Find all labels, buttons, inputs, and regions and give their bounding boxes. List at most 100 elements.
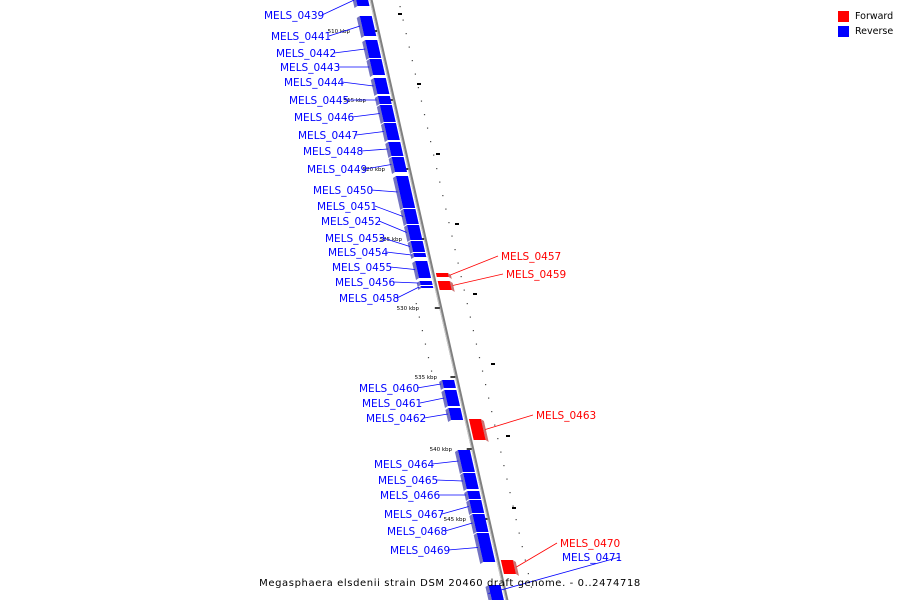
gene-label[interactable]: MELS_0467 (384, 509, 444, 521)
gene-features[interactable]: MELS_0439 MELS_0441 MELS_0442 MELS_0443 MELS… (264, 0, 622, 600)
gene-block[interactable] (420, 286, 434, 288)
gene-block[interactable] (388, 142, 404, 156)
gene-label[interactable]: MELS_0449 (307, 164, 367, 176)
gene-mels-0451[interactable]: MELS_0451 (317, 201, 419, 226)
gene-label[interactable]: MELS_0441 (271, 31, 331, 43)
gene-label[interactable]: MELS_0454 (328, 247, 388, 259)
gene-label[interactable]: MELS_0462 (366, 413, 426, 425)
gene-block[interactable] (403, 209, 419, 224)
gene-label[interactable]: MELS_0446 (294, 112, 354, 124)
gene-mels-0459[interactable]: MELS_0459 (437, 269, 566, 292)
gene-label[interactable]: MELS_0452 (321, 216, 381, 228)
gene-label[interactable]: MELS_0466 (380, 490, 440, 502)
gene-block[interactable] (488, 585, 504, 600)
gene-label[interactable]: MELS_0451 (317, 201, 377, 213)
gene-mels-0456[interactable]: MELS_0456 (335, 277, 433, 289)
gene-label[interactable]: MELS_0455 (332, 262, 392, 274)
gene-block[interactable] (391, 157, 408, 172)
gene-block[interactable] (437, 281, 452, 290)
gene-block[interactable] (419, 281, 433, 285)
gene-block[interactable] (476, 533, 496, 562)
gene-block[interactable] (467, 491, 482, 499)
gene-block[interactable] (359, 16, 377, 36)
gene-label[interactable]: MELS_0471 (562, 552, 622, 564)
gene-mels-0450[interactable]: MELS_0450 (313, 176, 416, 210)
gene-block[interactable] (379, 105, 396, 122)
gene-mels-0464[interactable]: MELS_0464 (374, 450, 475, 474)
gene-label[interactable]: MELS_0457 (501, 251, 561, 263)
gene-label[interactable]: MELS_0468 (387, 526, 447, 538)
gene-mels-0443[interactable]: MELS_0443 (280, 59, 386, 77)
gene-block[interactable] (373, 78, 390, 94)
gene-block[interactable] (435, 273, 449, 277)
gene-label[interactable]: MELS_0448 (303, 146, 363, 158)
gene-mels-0448[interactable]: MELS_0448 (303, 142, 404, 158)
gene-block[interactable] (448, 408, 464, 420)
gene-label[interactable]: MELS_0444 (284, 77, 344, 89)
gene-label[interactable]: MELS_0460 (359, 383, 419, 395)
gene-mels-0468[interactable]: MELS_0468 (387, 514, 489, 538)
gene-mels-0442[interactable]: MELS_0442 (276, 40, 382, 60)
gene-block[interactable] (468, 419, 486, 440)
gene-mels-0441[interactable]: MELS_0441 (271, 16, 377, 43)
gene-label[interactable]: MELS_0450 (313, 185, 373, 197)
gene-label[interactable]: MELS_0445 (289, 95, 349, 107)
gene-mels-0466[interactable]: MELS_0466 (380, 490, 482, 502)
gene-block[interactable] (415, 261, 432, 278)
gene-mels-0439[interactable]: MELS_0439 (264, 0, 370, 22)
gene-mels-0470[interactable]: MELS_0470 (500, 538, 620, 576)
gene-mels-0445[interactable]: MELS_0445 (289, 95, 392, 107)
gene-label[interactable]: MELS_0439 (264, 10, 324, 22)
gene-block[interactable] (395, 176, 416, 208)
gene-mels-0449[interactable]: MELS_0449 (307, 157, 408, 176)
gene-block[interactable] (407, 225, 423, 240)
gene-label[interactable]: MELS_0465 (378, 475, 438, 487)
gene-mels-0447[interactable]: MELS_0447 (298, 123, 400, 142)
gene-mels-0457[interactable]: MELS_0457 (435, 251, 561, 279)
gene-block[interactable] (377, 96, 392, 104)
gene-block[interactable] (500, 560, 516, 574)
gene-mels-0460[interactable]: MELS_0460 (359, 380, 456, 395)
gene-mels-0462[interactable]: MELS_0462 (366, 408, 464, 425)
gene-block[interactable] (469, 500, 485, 513)
gene-block[interactable] (442, 380, 456, 388)
gene-mels-0455[interactable]: MELS_0455 (332, 261, 432, 280)
gene-mels-0471[interactable]: MELS_0471 (485, 552, 622, 600)
track-dot (494, 424, 496, 426)
gene-label[interactable]: MELS_0469 (390, 545, 450, 557)
gene-label[interactable]: MELS_0456 (335, 277, 395, 289)
gene-label[interactable]: MELS_0458 (339, 293, 399, 305)
gene-mels-0446[interactable]: MELS_0446 (294, 105, 396, 124)
gene-label[interactable]: MELS_0447 (298, 130, 358, 142)
forward-track-dots (398, 6, 533, 588)
gene-mels-0458[interactable]: MELS_0458 (339, 286, 434, 305)
gene-mels-0454[interactable]: MELS_0454 (328, 247, 427, 259)
gene-block[interactable] (457, 450, 475, 472)
gene-block[interactable] (472, 514, 489, 532)
gene-block[interactable] (413, 253, 427, 257)
gene-block[interactable] (463, 473, 479, 489)
gene-block[interactable] (355, 0, 370, 6)
gene-label[interactable]: MELS_0443 (280, 62, 340, 74)
gene-label[interactable]: MELS_0463 (536, 410, 596, 422)
gene-mels-0453[interactable]: MELS_0453 (325, 233, 426, 254)
gene-block[interactable] (383, 123, 400, 140)
gene-mels-0444[interactable]: MELS_0444 (284, 77, 390, 96)
gene-mels-0469[interactable]: MELS_0469 (390, 533, 496, 564)
gene-label[interactable]: MELS_0461 (362, 398, 422, 410)
gene-mels-0467[interactable]: MELS_0467 (384, 500, 485, 521)
gene-block[interactable] (369, 59, 386, 75)
gene-block[interactable] (365, 40, 382, 58)
gene-block[interactable] (444, 390, 460, 406)
gene-mels-0465[interactable]: MELS_0465 (378, 473, 479, 491)
gene-label[interactable]: MELS_0464 (374, 459, 434, 471)
gene-label[interactable]: MELS_0453 (325, 233, 385, 245)
gene-mels-0463[interactable]: MELS_0463 (468, 410, 596, 442)
gene-mels-0452[interactable]: MELS_0452 (321, 216, 423, 242)
gene-block[interactable] (410, 241, 426, 252)
gene-label[interactable]: MELS_0459 (506, 269, 566, 281)
gene-label[interactable]: MELS_0470 (560, 538, 620, 550)
gene-label[interactable]: MELS_0442 (276, 48, 336, 60)
gene-mels-0461[interactable]: MELS_0461 (362, 390, 460, 410)
